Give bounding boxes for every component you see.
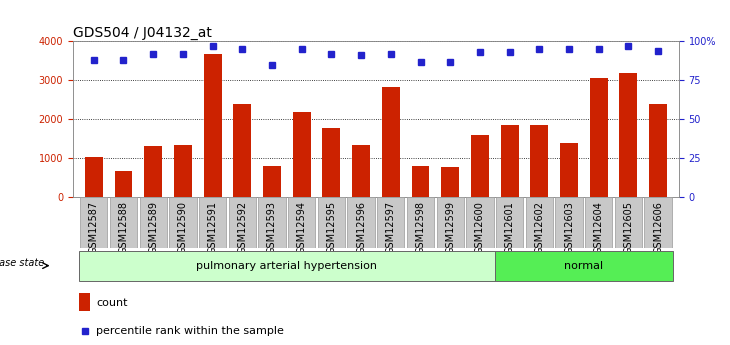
Text: GSM12596: GSM12596 bbox=[356, 201, 366, 254]
Bar bbox=[620, 73, 637, 197]
FancyBboxPatch shape bbox=[199, 197, 226, 249]
FancyBboxPatch shape bbox=[377, 197, 404, 249]
Text: GSM12603: GSM12603 bbox=[564, 201, 574, 254]
Text: GSM12601: GSM12601 bbox=[504, 201, 515, 254]
FancyBboxPatch shape bbox=[79, 251, 495, 281]
Text: GSM12597: GSM12597 bbox=[385, 201, 396, 254]
FancyBboxPatch shape bbox=[139, 197, 167, 249]
Bar bbox=[263, 166, 281, 197]
Text: count: count bbox=[96, 298, 128, 308]
Bar bbox=[323, 128, 340, 197]
FancyBboxPatch shape bbox=[645, 197, 672, 249]
Bar bbox=[412, 166, 429, 197]
Text: GSM12590: GSM12590 bbox=[178, 201, 188, 254]
Bar bbox=[560, 143, 578, 197]
Text: GSM12605: GSM12605 bbox=[623, 201, 634, 254]
Bar bbox=[234, 104, 251, 197]
Bar bbox=[471, 135, 489, 197]
Bar bbox=[85, 157, 103, 197]
Bar bbox=[79, 294, 90, 311]
Text: GSM12599: GSM12599 bbox=[445, 201, 456, 254]
FancyBboxPatch shape bbox=[110, 197, 137, 249]
Text: GSM12606: GSM12606 bbox=[653, 201, 663, 254]
Text: GSM12600: GSM12600 bbox=[475, 201, 485, 254]
Text: GSM12587: GSM12587 bbox=[89, 201, 99, 254]
Text: GSM12604: GSM12604 bbox=[593, 201, 604, 254]
FancyBboxPatch shape bbox=[288, 197, 315, 249]
Text: GSM12602: GSM12602 bbox=[534, 201, 545, 254]
FancyBboxPatch shape bbox=[556, 197, 583, 249]
FancyBboxPatch shape bbox=[228, 197, 256, 249]
FancyBboxPatch shape bbox=[495, 251, 673, 281]
Bar bbox=[501, 125, 518, 197]
FancyBboxPatch shape bbox=[407, 197, 434, 249]
Bar bbox=[352, 145, 370, 197]
Text: GSM12594: GSM12594 bbox=[296, 201, 307, 254]
FancyBboxPatch shape bbox=[80, 197, 107, 249]
FancyBboxPatch shape bbox=[526, 197, 553, 249]
Text: percentile rank within the sample: percentile rank within the sample bbox=[96, 326, 284, 336]
Text: GSM12593: GSM12593 bbox=[267, 201, 277, 254]
Text: GSM12595: GSM12595 bbox=[326, 201, 337, 254]
Bar bbox=[382, 87, 400, 197]
Text: GSM12591: GSM12591 bbox=[207, 201, 218, 254]
FancyBboxPatch shape bbox=[437, 197, 464, 249]
Bar bbox=[115, 171, 132, 197]
FancyBboxPatch shape bbox=[585, 197, 612, 249]
FancyBboxPatch shape bbox=[496, 197, 523, 249]
Text: GDS504 / J04132_at: GDS504 / J04132_at bbox=[73, 26, 212, 40]
Text: GSM12588: GSM12588 bbox=[118, 201, 128, 254]
Bar bbox=[293, 112, 310, 197]
Text: GSM12592: GSM12592 bbox=[237, 201, 247, 254]
Bar bbox=[174, 145, 192, 197]
Text: disease state: disease state bbox=[0, 258, 44, 268]
FancyBboxPatch shape bbox=[615, 197, 642, 249]
Text: GSM12589: GSM12589 bbox=[148, 201, 158, 254]
FancyBboxPatch shape bbox=[347, 197, 374, 249]
FancyBboxPatch shape bbox=[466, 197, 493, 249]
FancyBboxPatch shape bbox=[318, 197, 345, 249]
Bar bbox=[531, 125, 548, 197]
Text: normal: normal bbox=[564, 261, 604, 270]
Text: GSM12598: GSM12598 bbox=[415, 201, 426, 254]
Text: pulmonary arterial hypertension: pulmonary arterial hypertension bbox=[196, 261, 377, 270]
FancyBboxPatch shape bbox=[258, 197, 285, 249]
Bar bbox=[145, 146, 162, 197]
Bar bbox=[649, 104, 667, 197]
Bar bbox=[204, 54, 221, 197]
FancyBboxPatch shape bbox=[169, 197, 196, 249]
Bar bbox=[590, 78, 607, 197]
Bar bbox=[442, 167, 459, 197]
